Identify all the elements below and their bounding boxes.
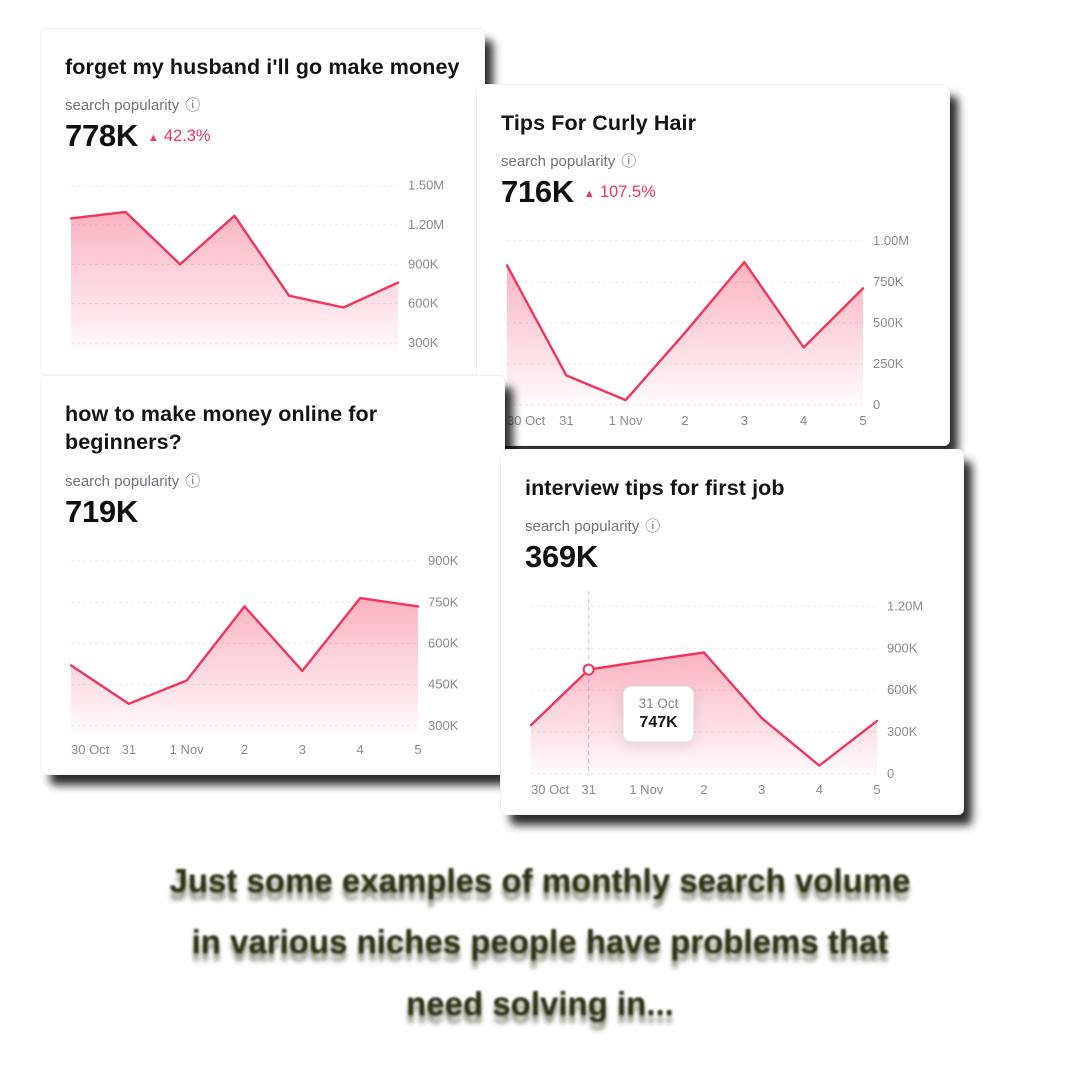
svg-text:31: 31 bbox=[122, 742, 136, 757]
change-badge: ▲ 42.3% bbox=[148, 127, 211, 146]
up-triangle-icon: ▲ bbox=[583, 187, 595, 200]
svg-text:2: 2 bbox=[700, 782, 707, 797]
svg-text:4: 4 bbox=[800, 413, 807, 428]
svg-text:900K: 900K bbox=[428, 553, 459, 568]
value-row: 716K ▲ 107.5% bbox=[501, 174, 925, 210]
svg-text:0: 0 bbox=[887, 766, 894, 781]
caption-line-2: in various niches people have problems t… bbox=[191, 923, 889, 961]
svg-text:900K: 900K bbox=[408, 257, 439, 272]
svg-text:750K: 750K bbox=[873, 274, 904, 289]
svg-text:500K: 500K bbox=[873, 315, 904, 330]
svg-text:300K: 300K bbox=[428, 718, 459, 733]
tooltip-date: 31 Oct bbox=[638, 696, 679, 712]
caption-line-1: Just some examples of monthly search vol… bbox=[169, 862, 911, 899]
svg-text:300K: 300K bbox=[408, 335, 439, 350]
caption: Just some examples of monthly search vol… bbox=[0, 850, 1080, 1034]
svg-text:600K: 600K bbox=[428, 635, 459, 650]
metric-label: search popularity ⓘ bbox=[501, 153, 925, 170]
svg-text:30 Oct: 30 Oct bbox=[531, 782, 570, 797]
svg-text:1 Nov: 1 Nov bbox=[609, 413, 643, 428]
trend-card-interview-tips: interview tips for first job search popu… bbox=[500, 449, 964, 815]
metric-label: search popularity ⓘ bbox=[525, 518, 939, 535]
svg-text:600K: 600K bbox=[408, 296, 439, 311]
search-popularity-value: 778K bbox=[65, 118, 138, 154]
svg-text:3: 3 bbox=[758, 782, 765, 797]
change-percent: 107.5% bbox=[599, 182, 656, 201]
trend-chart[interactable]: 900K 750K 600K 450K 300K 30 Oct 31 1 Nov 2 3 4 5 bbox=[65, 540, 480, 760]
svg-text:2: 2 bbox=[681, 413, 688, 428]
value-row: 369K bbox=[525, 539, 939, 575]
value-row: 719K bbox=[65, 494, 480, 530]
trend-chart[interactable]: 1.00M 750K 500K 250K 0 30 Oct 31 1 Nov 2 3 4 5 bbox=[501, 220, 925, 431]
svg-text:750K: 750K bbox=[428, 594, 459, 609]
metric-label: search popularity ⓘ bbox=[65, 97, 460, 114]
trend-card-tips-for-curly-hair: Tips For Curly Hair search popularity ⓘ … bbox=[476, 84, 950, 446]
svg-text:250K: 250K bbox=[873, 356, 904, 371]
card-title: Tips For Curly Hair bbox=[501, 111, 697, 135]
metric-label-text: search popularity bbox=[65, 472, 180, 490]
svg-text:4: 4 bbox=[816, 782, 823, 797]
trend-card-forget-my-husband: forget my husband i'll go make money sea… bbox=[40, 28, 485, 375]
svg-text:4: 4 bbox=[357, 742, 364, 757]
search-popularity-value: 716K bbox=[501, 174, 574, 210]
metric-label-text: search popularity bbox=[501, 153, 616, 171]
svg-text:1.50M: 1.50M bbox=[408, 178, 444, 193]
svg-text:31: 31 bbox=[559, 413, 573, 428]
trend-chart[interactable]: 1.20M 900K 600K 300K 0 30 Oct 31 1 Nov 2 3 4 5 31 Oc… bbox=[525, 585, 939, 800]
trend-card-make-money-online: how to make money online for beginners? … bbox=[40, 375, 505, 775]
svg-text:1.20M: 1.20M bbox=[887, 599, 923, 614]
svg-text:300K: 300K bbox=[887, 724, 918, 739]
svg-text:1 Nov: 1 Nov bbox=[170, 742, 204, 757]
tooltip-value: 747K bbox=[639, 714, 678, 732]
svg-text:5: 5 bbox=[873, 782, 880, 797]
metric-label-text: search popularity bbox=[65, 97, 180, 115]
up-triangle-icon: ▲ bbox=[147, 131, 159, 144]
card-title: interview tips for first job bbox=[525, 476, 785, 500]
svg-text:1.00M: 1.00M bbox=[873, 233, 909, 248]
svg-text:900K: 900K bbox=[887, 641, 918, 656]
info-icon[interactable]: ⓘ bbox=[645, 518, 661, 536]
svg-text:1 Nov: 1 Nov bbox=[629, 782, 663, 797]
chart-tooltip: 31 Oct 747K bbox=[622, 686, 695, 743]
value-row: 778K ▲ 42.3% bbox=[65, 118, 460, 154]
change-badge: ▲ 107.5% bbox=[584, 183, 656, 202]
card-title: forget my husband i'll go make money bbox=[65, 55, 460, 79]
svg-text:2: 2 bbox=[241, 742, 248, 757]
info-icon[interactable]: ⓘ bbox=[185, 97, 201, 115]
search-popularity-value: 369K bbox=[525, 539, 598, 575]
info-icon[interactable]: ⓘ bbox=[621, 153, 637, 171]
svg-text:30 Oct: 30 Oct bbox=[507, 413, 546, 428]
svg-text:0: 0 bbox=[873, 397, 880, 412]
svg-text:5: 5 bbox=[414, 742, 421, 757]
info-icon[interactable]: ⓘ bbox=[185, 472, 201, 490]
search-popularity-value: 719K bbox=[65, 493, 138, 529]
metric-label-text: search popularity bbox=[525, 518, 640, 536]
svg-text:1.20M: 1.20M bbox=[408, 217, 444, 232]
caption-line-3: need solving in... bbox=[406, 984, 674, 1022]
card-title: how to make money online for beginners? bbox=[65, 402, 378, 455]
svg-text:600K: 600K bbox=[887, 683, 918, 698]
svg-text:31: 31 bbox=[581, 782, 595, 797]
trend-chart[interactable]: 1.50M 1.20M 900K 600K 300K bbox=[65, 164, 460, 360]
svg-text:3: 3 bbox=[741, 413, 748, 428]
svg-text:5: 5 bbox=[859, 413, 866, 428]
metric-label: search popularity ⓘ bbox=[65, 473, 480, 490]
svg-text:3: 3 bbox=[299, 742, 306, 757]
svg-text:450K: 450K bbox=[428, 676, 459, 691]
change-percent: 42.3% bbox=[163, 126, 211, 145]
svg-text:30 Oct: 30 Oct bbox=[71, 742, 110, 757]
